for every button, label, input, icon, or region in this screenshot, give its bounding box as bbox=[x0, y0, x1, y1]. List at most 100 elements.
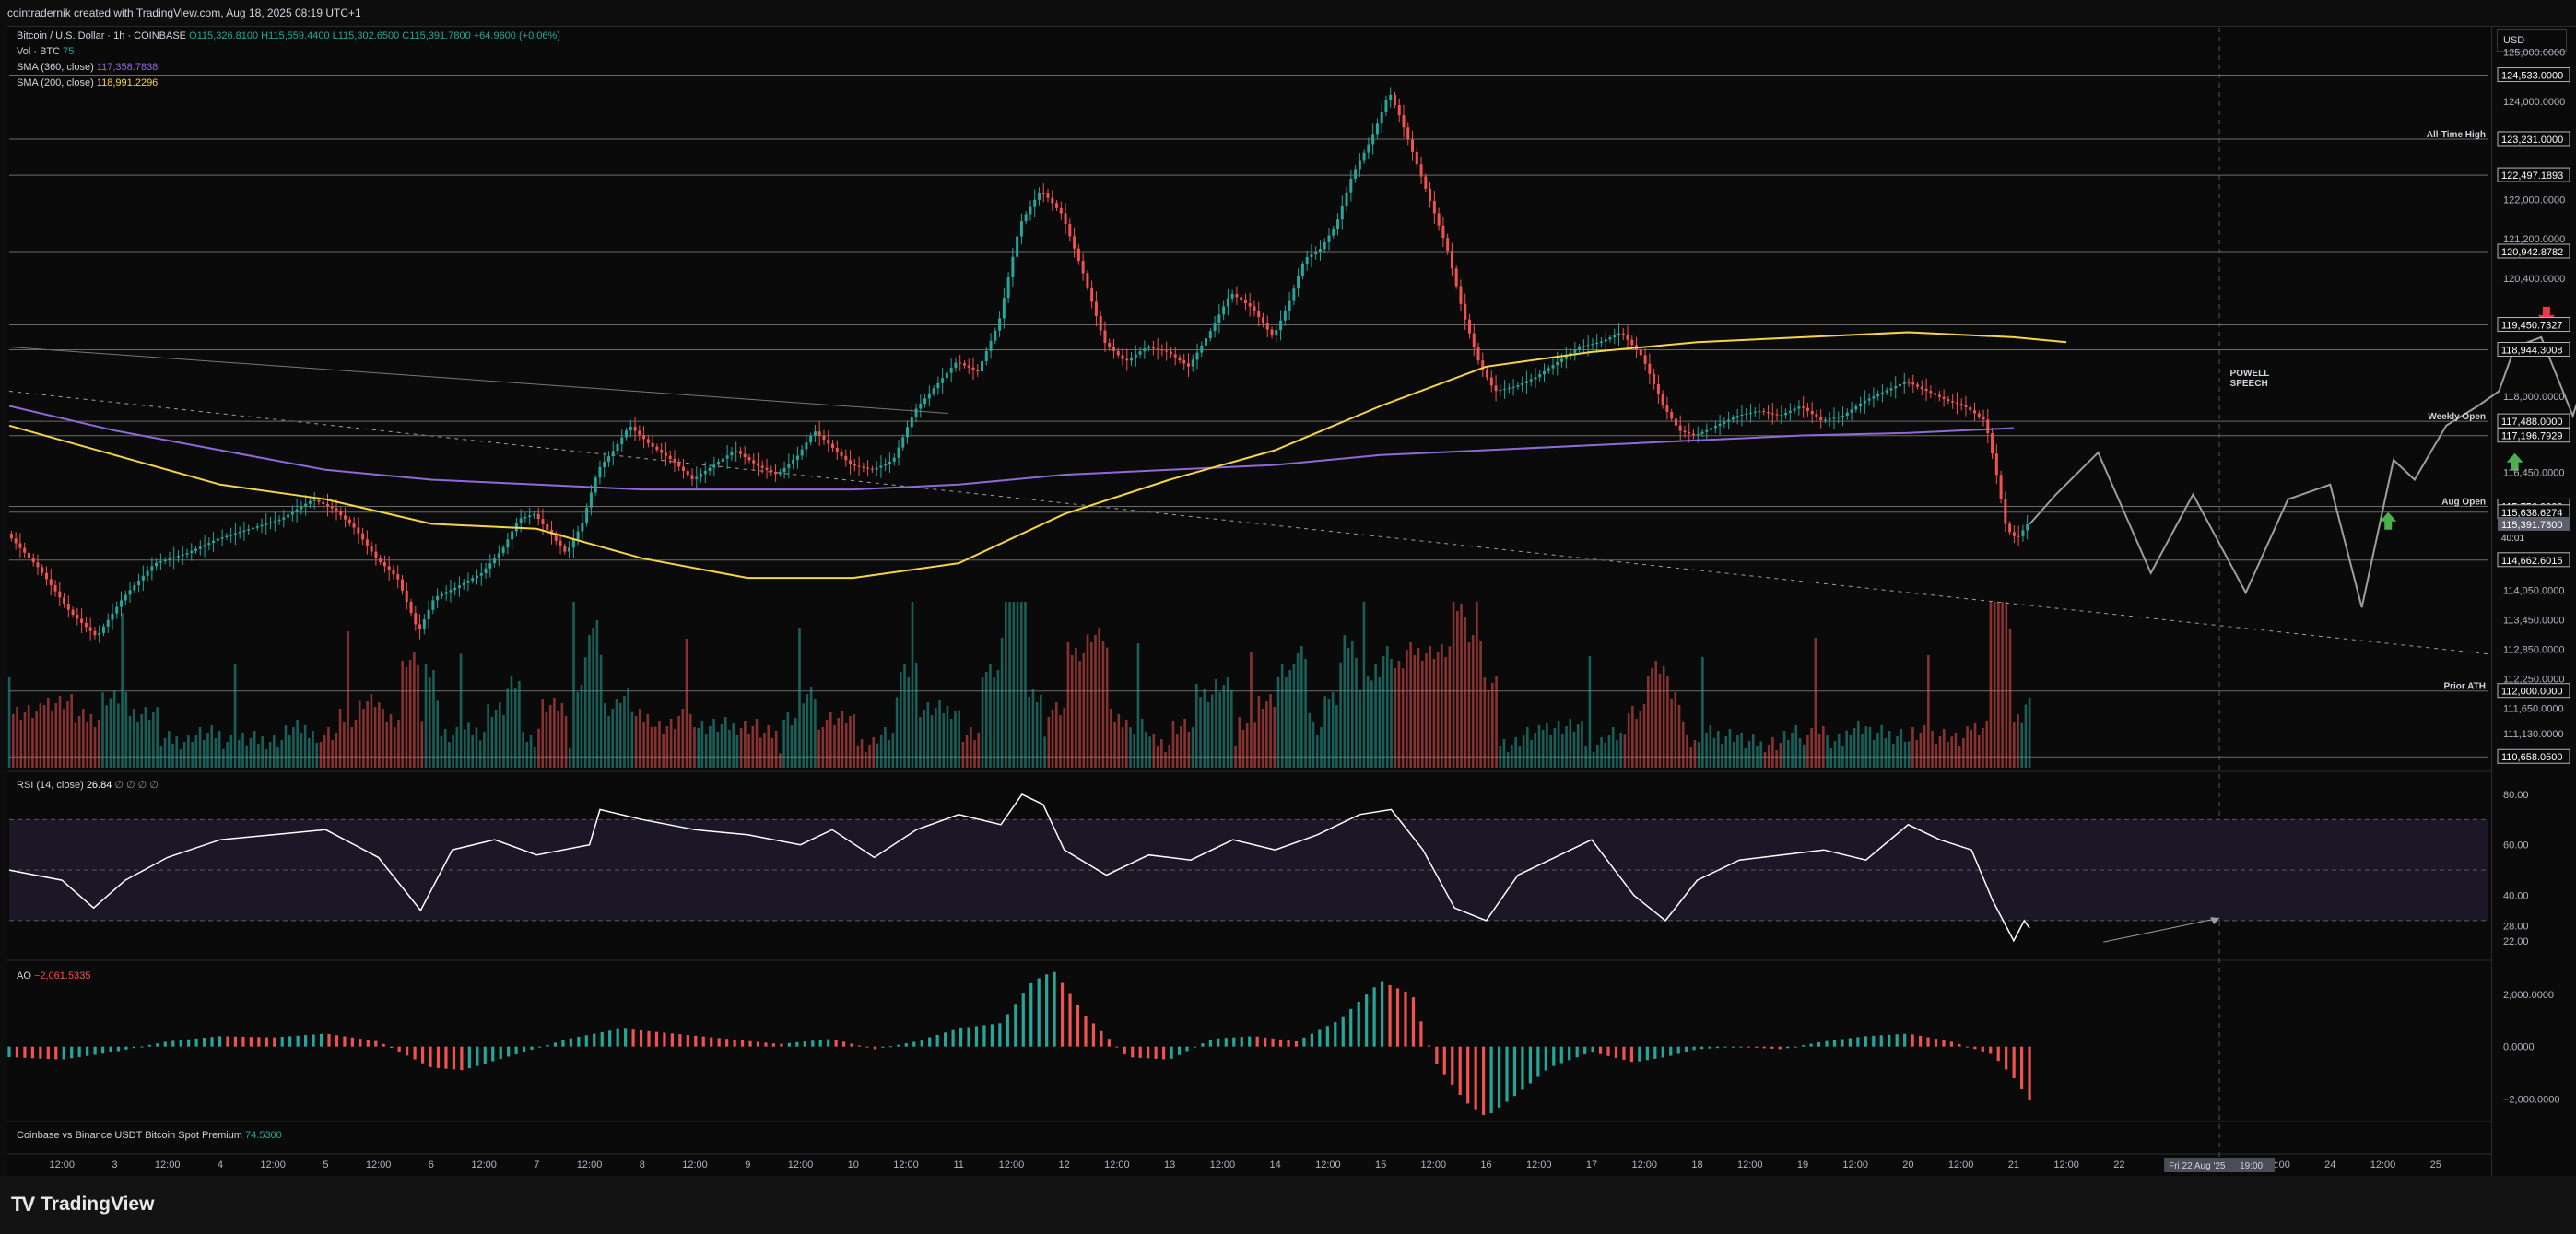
price-tag[interactable] bbox=[2497, 428, 2570, 443]
price-tag[interactable] bbox=[2497, 243, 2570, 259]
time-axis-tick: 18 bbox=[1691, 1159, 1702, 1170]
ao-bar bbox=[1060, 982, 1065, 1047]
volume-bar bbox=[1775, 750, 1778, 768]
candle-body bbox=[1608, 337, 1612, 340]
time-axis-tick: 12:00 bbox=[260, 1159, 286, 1170]
up-arrow-icon[interactable] bbox=[2506, 452, 2523, 471]
ao-bar bbox=[522, 1046, 526, 1052]
volume-bar bbox=[1273, 707, 1276, 768]
legend-sma360[interactable]: SMA (360, close) 117,358.7838 bbox=[17, 62, 158, 73]
price-tag[interactable] bbox=[2497, 748, 2570, 764]
candle-body bbox=[1934, 393, 1937, 395]
candle-body bbox=[1169, 351, 1172, 355]
volume-bar bbox=[51, 711, 53, 768]
volume-bar bbox=[27, 705, 30, 768]
price-tag[interactable] bbox=[2497, 167, 2570, 182]
volume-bar bbox=[31, 718, 34, 768]
price-tag[interactable] bbox=[2497, 552, 2570, 568]
ao-bar bbox=[1037, 978, 1041, 1047]
legend-premium[interactable]: Coinbase vs Binance USDT Bitcoin Spot Pr… bbox=[17, 1130, 282, 1141]
tradingview-logo[interactable]: TV TradingView bbox=[11, 1193, 154, 1216]
ao-bar bbox=[233, 1036, 238, 1047]
candle-body bbox=[1578, 347, 1582, 350]
ao-bar bbox=[974, 1026, 979, 1047]
legend-symbol[interactable]: Bitcoin / U.S. Dollar · 1h · COINBASE bbox=[17, 30, 186, 41]
legend-rsi[interactable]: RSI (14, close) 26.84 ∅ ∅ ∅ ∅ bbox=[17, 779, 159, 791]
candle-body bbox=[853, 464, 856, 466]
ao-bar bbox=[1084, 1016, 1088, 1047]
projection-path[interactable] bbox=[2029, 252, 2576, 608]
legend-ao-label: AO bbox=[17, 970, 31, 981]
candle-body bbox=[1713, 426, 1717, 429]
volume-bar bbox=[347, 631, 349, 768]
volume-bar bbox=[378, 702, 381, 768]
candle-body bbox=[422, 619, 426, 629]
candle-body bbox=[1780, 415, 1783, 417]
sma200-line[interactable] bbox=[8, 331, 2067, 580]
up-arrow-icon[interactable] bbox=[2380, 511, 2397, 530]
time-axis-tick: 12:00 bbox=[577, 1159, 603, 1170]
price-tag[interactable] bbox=[2497, 131, 2570, 147]
ao-bar bbox=[1676, 1046, 1680, 1054]
volume-bar bbox=[1506, 752, 1510, 768]
ao-bar bbox=[710, 1037, 713, 1047]
volume-bar bbox=[354, 720, 358, 768]
volume-bar bbox=[1066, 642, 1070, 768]
volume-bar bbox=[1390, 659, 1393, 768]
price-tag[interactable] bbox=[2497, 342, 2570, 358]
price-tag[interactable] bbox=[2497, 413, 2570, 429]
volume-bar bbox=[1759, 741, 1763, 768]
volume-bar bbox=[642, 722, 645, 768]
current-price-tag[interactable] bbox=[2498, 516, 2570, 531]
volume-bar bbox=[385, 722, 389, 768]
candle-body bbox=[1292, 288, 1296, 301]
time-axis-tick: 24 bbox=[2324, 1159, 2335, 1170]
volume-bar bbox=[1826, 735, 1829, 768]
currency-selector[interactable]: USD bbox=[2497, 29, 2567, 52]
candle-body bbox=[101, 626, 105, 633]
ao-bar bbox=[1958, 1043, 1961, 1047]
price-tag[interactable] bbox=[2497, 317, 2570, 333]
ao-bar bbox=[413, 1046, 417, 1060]
volume-bar bbox=[1292, 663, 1296, 768]
volume-bar bbox=[888, 740, 890, 768]
volume-bar bbox=[723, 717, 727, 768]
volume-bar bbox=[1429, 646, 1432, 768]
volume-bar bbox=[1651, 668, 1653, 768]
ao-bar bbox=[803, 1041, 806, 1047]
price-tag[interactable] bbox=[2497, 67, 2570, 83]
candle-body bbox=[58, 591, 62, 598]
candle-body bbox=[835, 447, 839, 452]
legend-sma200[interactable]: SMA (200, close) 118,991.2296 bbox=[17, 77, 158, 88]
volume-bar bbox=[467, 722, 470, 768]
volume-bar bbox=[618, 703, 622, 768]
sma360-line[interactable] bbox=[8, 405, 2014, 491]
ao-bar bbox=[202, 1038, 206, 1047]
volume-bar bbox=[720, 724, 723, 768]
price-axis-column[interactable] bbox=[2491, 26, 2576, 1176]
volume-bar bbox=[490, 717, 494, 768]
candle-body bbox=[1208, 331, 1212, 339]
volume-bar bbox=[2024, 704, 2028, 768]
candle-body bbox=[1011, 256, 1015, 277]
legend-ao[interactable]: AO −2,061.5335 bbox=[17, 970, 90, 981]
ao-bar bbox=[764, 1042, 768, 1047]
volume-bar bbox=[16, 707, 18, 768]
ao-bar bbox=[187, 1039, 191, 1047]
volume-bar bbox=[732, 723, 735, 768]
ao-bar bbox=[1193, 1046, 1197, 1048]
down-arrow-icon[interactable] bbox=[2537, 306, 2555, 324]
ao-bar bbox=[1692, 1046, 1696, 1051]
price-tag[interactable] bbox=[2497, 683, 2570, 699]
volume-bar bbox=[864, 752, 867, 768]
candle-body bbox=[436, 595, 440, 601]
volume-bar bbox=[868, 745, 871, 768]
ao-bar bbox=[944, 1032, 947, 1047]
rsi-line[interactable] bbox=[8, 793, 2030, 943]
legend-vol[interactable]: Vol · BTC 75 bbox=[17, 46, 74, 57]
volume-bar bbox=[1705, 733, 1708, 768]
candle-body bbox=[1955, 402, 1958, 405]
upper-trendline bbox=[8, 347, 948, 414]
candle-body bbox=[203, 545, 206, 547]
